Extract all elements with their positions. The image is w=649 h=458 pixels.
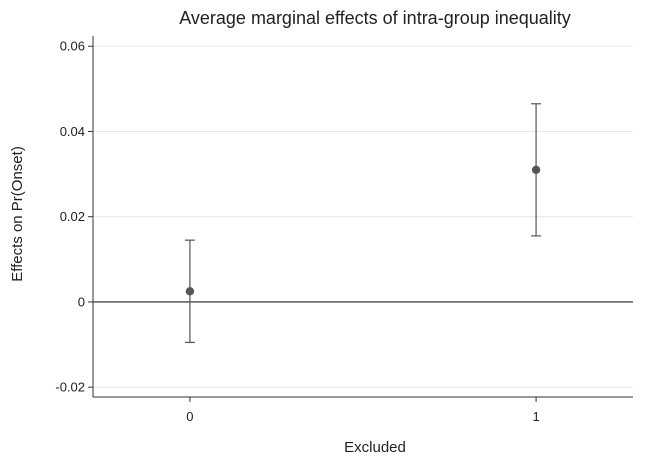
x-tick-label-1: 1 (532, 409, 539, 424)
confidence-intervals (184, 103, 542, 344)
y-tick-labels: -0.02 0 0.02 0.04 0.06 (55, 39, 85, 395)
y-axis-label: Effects on Pr(Onset) (9, 146, 26, 282)
x-axis-label: Excluded (344, 439, 406, 456)
point-0 (185, 287, 195, 296)
y-tick-label-0: -0.02 (55, 380, 85, 395)
y-tick-label-2: 0.02 (60, 209, 85, 224)
axes (88, 36, 633, 402)
gridlines (93, 45, 633, 388)
y-tick-label-1: 0 (78, 294, 85, 309)
point-1 (531, 165, 541, 175)
y-tick-label-3: 0.04 (60, 124, 85, 139)
y-tick-label-4: 0.06 (60, 39, 85, 54)
data-points (185, 165, 541, 296)
chart-title: Average marginal effects of intra-group … (179, 8, 571, 28)
x-tick-label-0: 0 (186, 409, 193, 424)
